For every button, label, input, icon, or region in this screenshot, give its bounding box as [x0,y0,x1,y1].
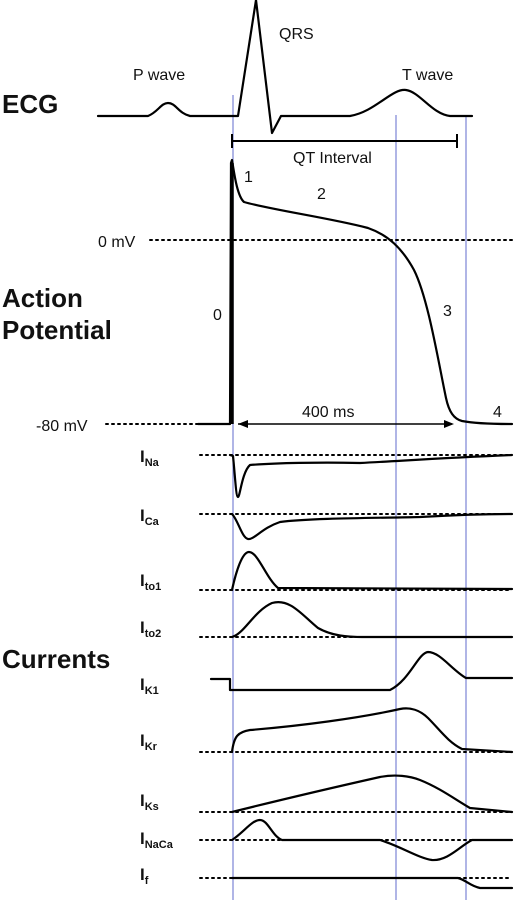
svg-text:IKs: IKs [140,791,159,813]
phase-2-label: 2 [317,186,326,203]
duration-label: 400 ms [302,404,354,421]
qt-interval-bracket [231,134,458,148]
svg-text:INaCa: INaCa [140,829,174,851]
phase-0-label: 0 [213,307,222,324]
inaca-trace [230,818,514,862]
t-wave-label: T wave [402,67,453,84]
ecg-trace [96,0,474,135]
qt-interval-label: QT Interval [293,150,372,167]
action-potential-label-line2: Potential [2,315,112,345]
phase-1-label: 1 [244,169,253,186]
svg-text:Ito2: Ito2 [140,618,161,640]
ito2-trace [230,601,514,639]
ica-trace [230,512,514,541]
current-label-ito2: Ito2 [140,618,161,640]
if-trace [230,876,514,890]
ikr-trace [230,707,514,754]
current-label-iks: IKs [140,791,159,813]
action-potential-trace [196,158,514,426]
svg-text:ICa: ICa [140,506,160,528]
current-label-if: If [140,865,149,887]
current-label-inaca: INaCa [140,829,174,851]
svg-text:IKr: IKr [140,731,158,753]
svg-text:Ito1: Ito1 [140,571,161,593]
ina-trace [228,453,514,499]
ik1-trace [209,650,514,692]
currents-label: Currents [2,644,110,674]
svg-text:INa: INa [140,447,160,469]
p-wave-label: P wave [133,67,185,84]
ecg-label: ECG [2,89,58,119]
minus80-mv-label: -80 mV [36,418,88,435]
svg-text:IK1: IK1 [140,675,159,697]
duration-arrow [238,420,454,428]
ito1-trace [230,550,514,592]
qrs-label: QRS [279,26,314,43]
current-label-ina: INa [140,447,160,469]
current-label-ica: ICa [140,506,160,528]
action-potential-label-line1: Action [2,283,83,313]
iks-trace [230,774,514,814]
current-label-ito1: Ito1 [140,571,161,593]
svg-text:If: If [140,865,149,887]
phase-3-label: 3 [443,303,452,320]
phase-4-label: 4 [493,404,502,421]
current-label-ik1: IK1 [140,675,159,697]
current-label-ikr: IKr [140,731,158,753]
zero-mv-label: 0 mV [98,234,136,251]
